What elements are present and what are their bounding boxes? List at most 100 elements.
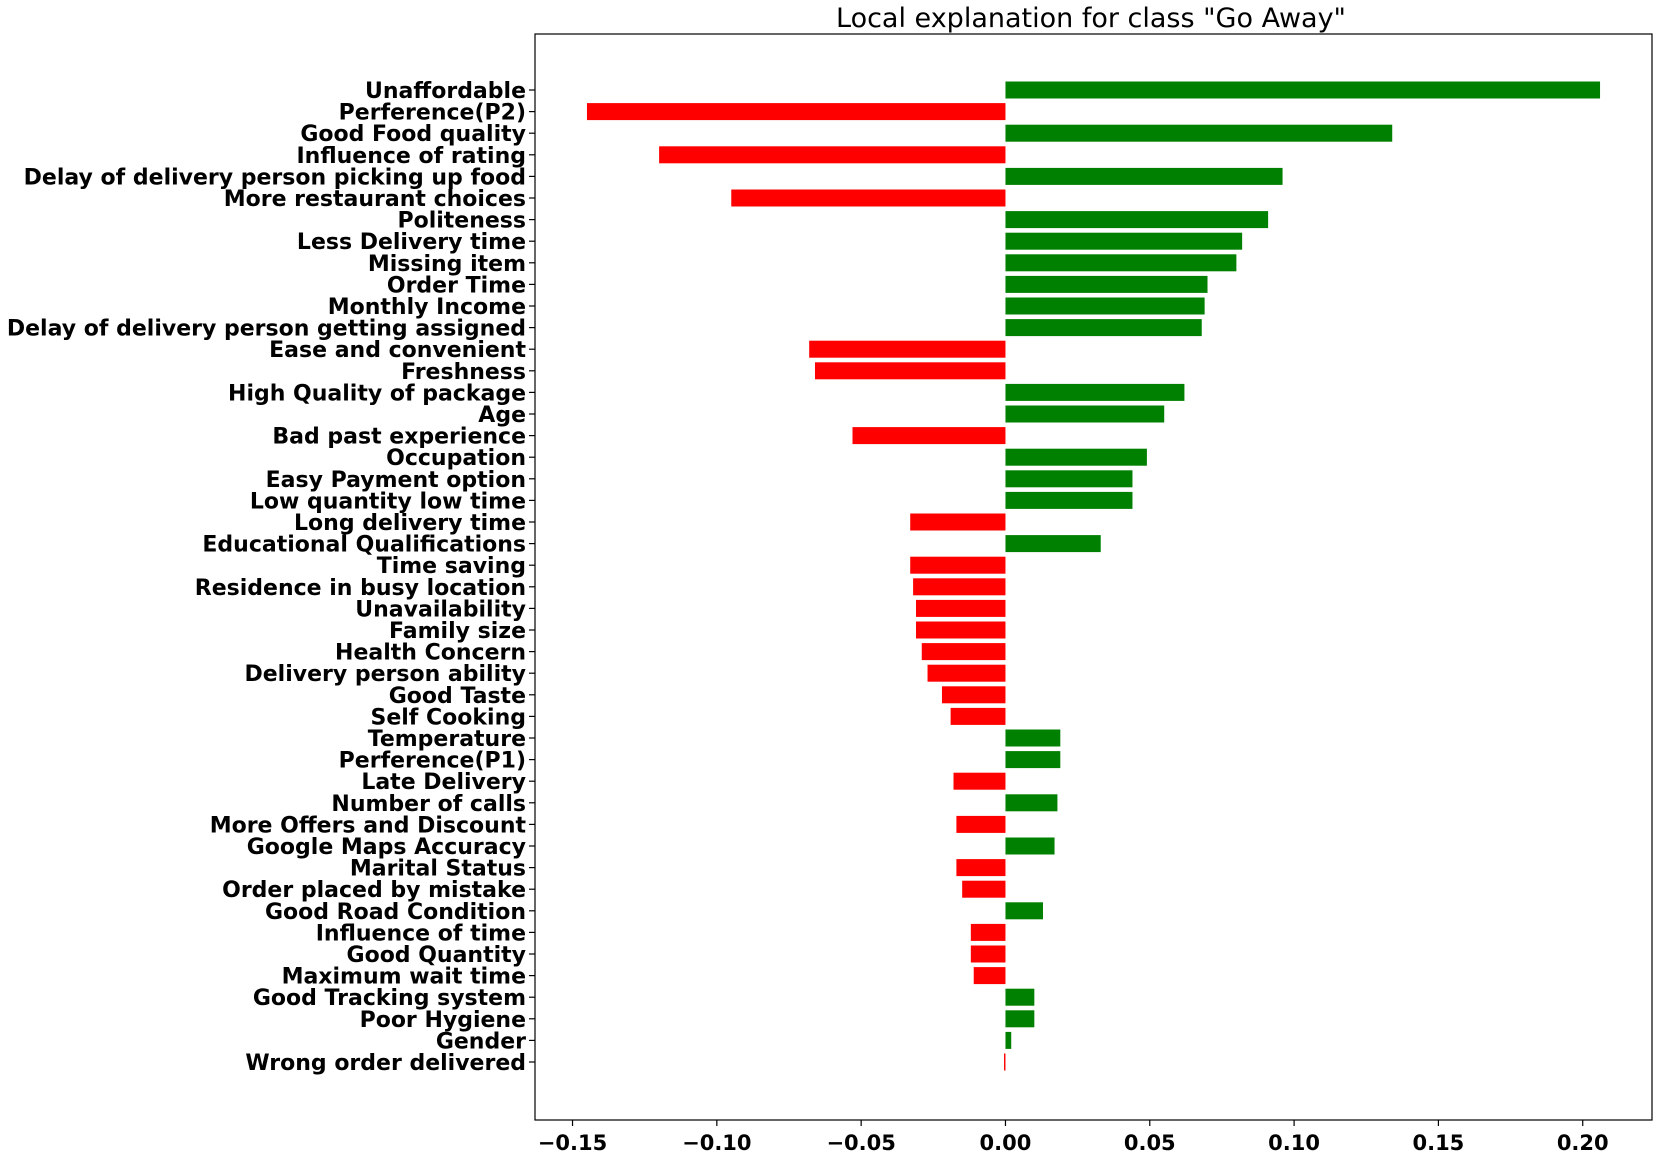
bar <box>1005 405 1165 423</box>
bar <box>910 556 1006 574</box>
x-tick-label: 0.20 <box>1557 1131 1609 1154</box>
bar <box>956 815 1006 833</box>
bar <box>1005 383 1185 401</box>
bar <box>950 707 1006 725</box>
y-tick-label: Time saving <box>377 554 526 579</box>
y-tick-label: Educational Qualifications <box>202 533 526 558</box>
bar <box>809 340 1006 358</box>
chart-title: Local explanation for class "Go Away" <box>836 3 1346 34</box>
y-tick-label: Order Time <box>387 273 526 298</box>
y-tick-label: Missing item <box>368 252 526 277</box>
y-tick-label: Good Tracking system <box>253 986 526 1011</box>
bar <box>1005 319 1202 337</box>
bar <box>913 578 1006 596</box>
bar <box>1004 1053 1006 1071</box>
y-tick-label: Delay of delivery person picking up food <box>24 165 526 190</box>
y-tick-label: Long delivery time <box>294 511 526 536</box>
y-tick-label: Health Concern <box>335 641 526 666</box>
y-tick-label: Occupation <box>386 446 526 471</box>
bar <box>1005 1010 1035 1028</box>
y-tick-label: Low quantity low time <box>250 489 526 514</box>
y-tick-label: More restaurant choices <box>224 187 526 212</box>
bar <box>1005 167 1283 185</box>
x-tick-label: −0.05 <box>826 1131 895 1154</box>
bar <box>910 513 1006 531</box>
y-tick-label: Easy Payment option <box>266 468 526 493</box>
y-tick-label: Maximum wait time <box>282 965 526 990</box>
y-tick-label: Age <box>478 403 526 428</box>
bar <box>1005 448 1147 466</box>
y-tick-label: Ease and convenient <box>269 338 526 363</box>
y-tick-label: Influence of time <box>316 921 526 946</box>
y-tick-label: Residence in busy location <box>195 576 526 601</box>
bar <box>1005 81 1601 99</box>
bar <box>731 189 1006 207</box>
bar <box>1005 1031 1012 1049</box>
bar <box>941 686 1006 704</box>
y-tick-label: Delivery person ability <box>245 662 527 687</box>
y-tick-label: Politeness <box>397 209 526 234</box>
bar <box>921 643 1006 661</box>
y-tick-label: Temperature <box>368 727 526 752</box>
x-tick-label: 0.05 <box>1124 1131 1176 1154</box>
y-tick-label: Number of calls <box>331 792 526 817</box>
x-tick-label: 0.15 <box>1412 1131 1464 1154</box>
y-tick-label: Perference(P2) <box>339 101 526 126</box>
y-tick-label: More Offers and Discount <box>210 813 527 838</box>
bar <box>1005 254 1237 272</box>
bar <box>970 923 1006 941</box>
y-tick-label: Late Delivery <box>361 770 526 795</box>
y-tick-label: Bad past experience <box>272 425 526 450</box>
bar <box>1005 535 1101 553</box>
bar <box>1005 211 1269 229</box>
bar <box>1005 275 1208 293</box>
bars-group <box>586 81 1601 1071</box>
x-tick-label: 0.00 <box>980 1131 1032 1154</box>
y-tick-label: Monthly Income <box>328 295 526 320</box>
y-tick-label: Family size <box>389 619 526 644</box>
y-tick-label: Google Maps Accuracy <box>247 835 526 860</box>
bar <box>956 859 1006 877</box>
y-tick-label: High Quality of package <box>228 381 526 406</box>
bar <box>953 772 1006 790</box>
bar <box>1005 491 1133 509</box>
y-tick-label: Wrong order delivered <box>245 1051 526 1076</box>
y-tick-label: Order placed by mistake <box>222 878 526 903</box>
y-tick-label: Unavailability <box>355 597 526 622</box>
bar <box>962 880 1006 898</box>
bar <box>973 967 1006 985</box>
y-tick-label: Gender <box>436 1029 526 1054</box>
y-tick-label: Unaffordable <box>365 79 526 104</box>
y-tick-label: Good Quantity <box>347 943 526 968</box>
bar <box>659 146 1006 164</box>
y-tick-label: Self Cooking <box>371 705 527 730</box>
y-tick-label: Freshness <box>401 360 526 385</box>
y-tick-label: Less Delivery time <box>297 230 526 255</box>
bar <box>1005 751 1061 769</box>
bar <box>1005 988 1035 1006</box>
y-tick-label: Poor Hygiene <box>360 1008 526 1033</box>
bar <box>586 103 1006 121</box>
bar <box>915 599 1006 617</box>
x-ticks: −0.15 −0.10 −0.05 0.00 0.05 0.10 0.15 0.20 <box>538 1120 1609 1155</box>
y-tick-label: Marital Status <box>350 857 526 882</box>
bar <box>1005 124 1393 142</box>
y-tick-label: Perference(P1) <box>339 749 526 774</box>
y-tick-label: Influence of rating <box>296 144 526 169</box>
bar <box>1005 902 1043 920</box>
bar <box>970 945 1006 963</box>
plot-frame <box>534 33 1653 1121</box>
bar <box>1005 729 1061 747</box>
bar <box>1005 794 1058 812</box>
y-tick-label: Good Road Condition <box>265 900 526 925</box>
x-tick-label: 0.10 <box>1268 1131 1320 1154</box>
bar <box>915 621 1006 639</box>
bar <box>1005 470 1133 488</box>
x-tick-label: −0.10 <box>682 1131 751 1154</box>
bar <box>852 427 1006 445</box>
bar <box>814 362 1006 380</box>
bar <box>1005 297 1205 315</box>
